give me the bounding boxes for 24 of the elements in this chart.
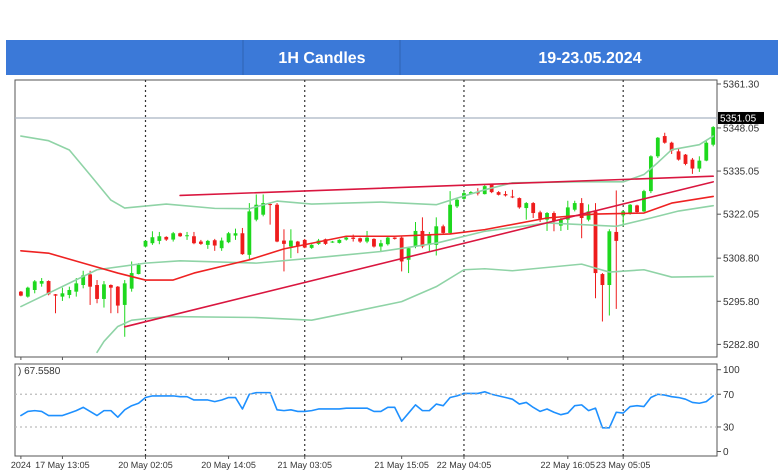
- y-tick-label: 5282.80: [723, 340, 760, 351]
- y-tick-label: 5295.80: [723, 296, 760, 308]
- x-tick-label: 22 May 16:05: [540, 460, 596, 470]
- x-tick-label: 2024: [10, 460, 31, 470]
- x-tick-label: 22 May 04:05: [436, 460, 492, 470]
- y-tick-label: 5308.80: [723, 254, 760, 265]
- y-tick-label: 5348.05: [723, 123, 760, 134]
- x-tick-label: 17 May 13:05: [35, 460, 90, 470]
- x-tick-label: 20 May 14:05: [201, 460, 256, 470]
- y-tick-label: 30: [723, 422, 735, 434]
- chart-subtitle: 19-23.05.2024: [538, 50, 642, 68]
- y-tick-label: 5335.05: [723, 166, 760, 178]
- x-tick-label: 21 May 15:05: [374, 460, 429, 470]
- x-tick-label: 21 May 03:05: [277, 460, 332, 470]
- y-tick-label: 100: [723, 365, 740, 376]
- ref-line-label: 5351.05: [720, 113, 757, 124]
- annotation: ) 67.5580: [18, 366, 61, 377]
- x-tick-label: 23 May 05:05: [596, 460, 650, 470]
- x-tick-label: 20 May 02:05: [118, 460, 173, 470]
- chart-title: 1H Candles: [278, 50, 366, 68]
- y-tick-label: 5322.05: [723, 210, 760, 221]
- y-tick-label: 70: [723, 390, 735, 401]
- y-tick-label: 0: [723, 447, 729, 458]
- y-tick-label: 5361.30: [723, 79, 760, 90]
